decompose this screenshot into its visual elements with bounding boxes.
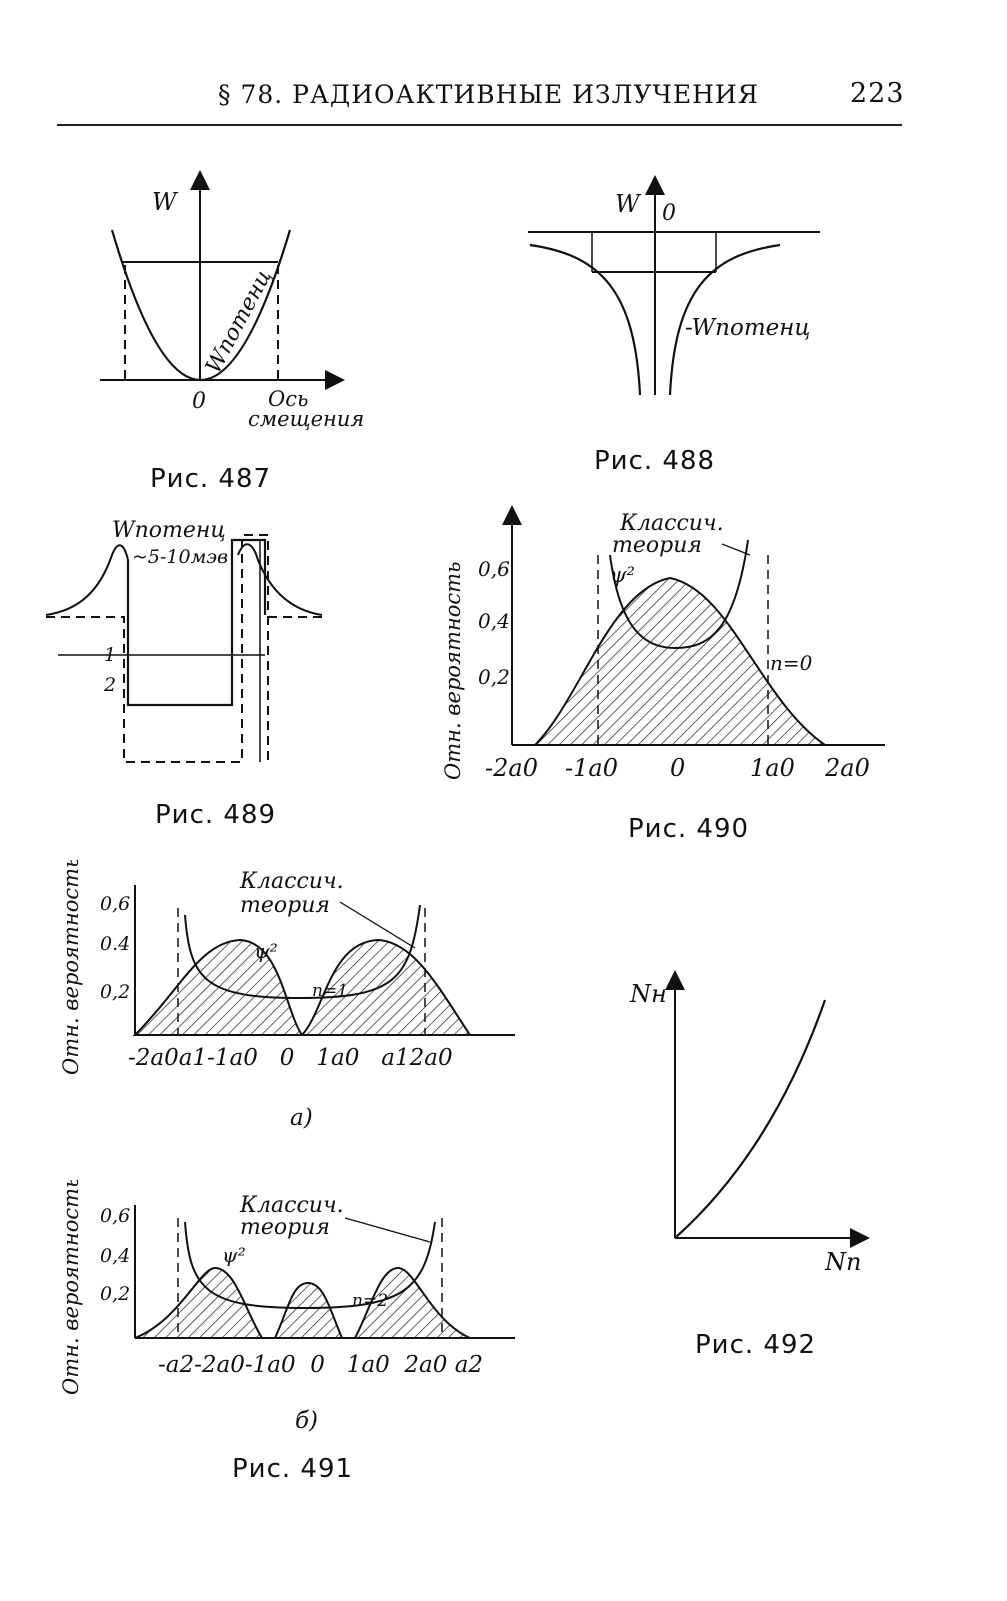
y-axis-label: Отн. вероятность [59, 1180, 83, 1395]
n-label: n=0 [770, 651, 813, 675]
y-tick: 0,4 [100, 1245, 130, 1267]
classical-curve [184, 1221, 436, 1310]
figure-488: W 0 -Wпотенц [528, 175, 820, 396]
figure-491a: Отн. вероятность Классич. теория ψ² n=1 … [59, 860, 515, 1075]
n-label: n=2 [352, 1291, 388, 1311]
header-rule [57, 124, 902, 126]
curve-label: -Wпотенц [685, 315, 810, 341]
y-axis-label: W [615, 190, 642, 218]
classical-label-2: теория [612, 533, 702, 558]
x-tick-labels: -a2-2a0-1a0 0 1a0 2a0 a2 [158, 1352, 483, 1378]
psi-squared-curve [532, 576, 829, 746]
x-axis-label: Nп [824, 1248, 861, 1276]
caption-488: Рис. 488 [594, 446, 716, 476]
y-tick: 0,6 [100, 1205, 130, 1227]
psi-label: ψ² [610, 563, 635, 587]
psi-label: ψ² [222, 1243, 246, 1267]
y-axis-label: W [152, 188, 179, 216]
caption-487: Рис. 487 [150, 464, 272, 494]
potential-right [668, 243, 781, 396]
classical-label-1: Классич. [619, 511, 724, 536]
y-tick: 0,4 [478, 609, 510, 633]
psi-lobe-1 [134, 1266, 264, 1339]
classical-label-1: Классич. [239, 869, 344, 894]
psi-label: ψ² [254, 939, 278, 963]
y-tick: 0,6 [100, 893, 130, 915]
caption-490: Рис. 490 [628, 814, 750, 844]
figure-487: W Wпотенц 0 Ось смещения [100, 170, 364, 431]
classical-pointer [344, 1217, 431, 1243]
classical-pointer [339, 901, 416, 949]
x-tick: 1a0 [750, 754, 795, 782]
y-tick: 0,2 [478, 665, 510, 689]
x-axis-label-line2: смещения [248, 407, 364, 431]
zero-label: 0 [662, 201, 676, 226]
line-label-2: 2 [103, 674, 116, 696]
y-axis-label: Nн [629, 980, 667, 1008]
well-2 [46, 534, 269, 763]
psi-lobe-2 [273, 1281, 344, 1339]
classical-curve [184, 904, 421, 1000]
x-tick: 0 [670, 754, 685, 782]
origin-label: 0 [192, 389, 206, 414]
sublabel-a: а) [290, 1105, 313, 1131]
classical-label-2: теория [240, 893, 330, 918]
n-label: n=1 [312, 981, 348, 1001]
well-1 [126, 538, 267, 707]
x-tick-labels: -2a0a1-1a0 0 1a0 a12a0 [128, 1045, 453, 1071]
caption-489: Рис. 489 [155, 800, 277, 830]
curve-label: Wпотенц [112, 518, 226, 543]
caption-492: Рис. 492 [695, 1330, 817, 1360]
psi-lobe-3 [353, 1266, 471, 1339]
classical-label-2: теория [240, 1215, 330, 1240]
page-number: 223 [850, 78, 905, 109]
line-label-1: 1 [104, 644, 116, 666]
x-tick: 2a0 [824, 754, 870, 782]
sublabel-b: б) [295, 1408, 319, 1434]
y-tick: 0,2 [100, 981, 130, 1003]
figure-489: Wпотенц ~5-10мэв 1 2 [45, 518, 323, 763]
coulomb-right [237, 543, 323, 616]
figure-490: Отн. вероятность Классич. теория ψ² n=0 … [441, 505, 885, 782]
coulomb-left [45, 544, 129, 616]
curve-label: Wпотенц [201, 266, 276, 378]
caption-491: Рис. 491 [232, 1454, 354, 1484]
neutron-proton-curve [674, 999, 827, 1239]
y-tick: 0,6 [478, 557, 510, 581]
y-tick: 0.4 [100, 933, 130, 955]
potential-left [529, 243, 642, 396]
psi-lobe-right [299, 938, 472, 1036]
x-axis-label-line1: Ось [268, 387, 308, 411]
y-tick: 0,2 [100, 1283, 130, 1305]
classical-curve [609, 539, 749, 650]
x-tick: -1a0 [565, 754, 618, 782]
y-axis-label: Отн. вероятность [59, 860, 83, 1075]
energy-label: ~5-10мэв [132, 546, 228, 568]
classical-pointer [721, 543, 751, 556]
figure-492: Nн Nп [629, 970, 870, 1276]
y-axis-label: Отн. вероятность [441, 562, 465, 780]
classical-label-1: Классич. [239, 1193, 344, 1218]
section-header: § 78. РАДИОАКТИВНЫЕ ИЗЛУЧЕНИЯ [218, 80, 759, 109]
x-tick: -2a0 [485, 754, 538, 782]
figure-491b: Отн. вероятность Классич. теория ψ² n=2 … [59, 1180, 515, 1395]
potential-parabola [110, 229, 292, 382]
